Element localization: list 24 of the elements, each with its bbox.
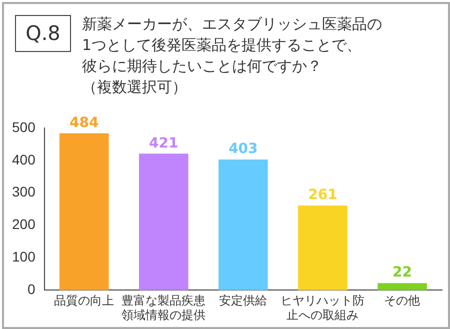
x-tick-label: 品質の向上: [54, 294, 114, 308]
x-tick-label: 豊富な製品疾患領域情報の提供: [122, 294, 206, 322]
data-label: 403: [228, 141, 258, 158]
x-tick-label: 安定供給: [219, 294, 268, 308]
chart-subtitle: （複数選択可）: [82, 77, 187, 98]
x-tick-label: ヒヤリハット防止への取組み: [280, 294, 365, 322]
bar: [218, 159, 268, 290]
y-tick-label: 0: [28, 281, 36, 298]
y-tick-label: 200: [12, 216, 36, 232]
text: Q.8: [15, 15, 71, 52]
data-label: 484: [70, 114, 99, 131]
chart-title: 新薬メーカーが、エスタブリッシュ医薬品の1つとして後発医薬品を提供することで、彼らに期待したいことは何ですか？: [82, 14, 382, 77]
data-label: 22: [392, 264, 412, 281]
bar: [378, 283, 427, 290]
y-tick-label: 100: [12, 248, 36, 265]
bar: [138, 154, 188, 290]
bar: [59, 133, 109, 290]
data-label: 421: [149, 135, 178, 152]
data-label: 261: [308, 187, 338, 204]
x-tick-label: その他: [384, 294, 420, 308]
bar: [298, 206, 348, 290]
y-tick-label: 500: [12, 118, 36, 135]
y-tick-label: 300: [12, 184, 36, 200]
y-tick-label: 400: [12, 151, 36, 168]
